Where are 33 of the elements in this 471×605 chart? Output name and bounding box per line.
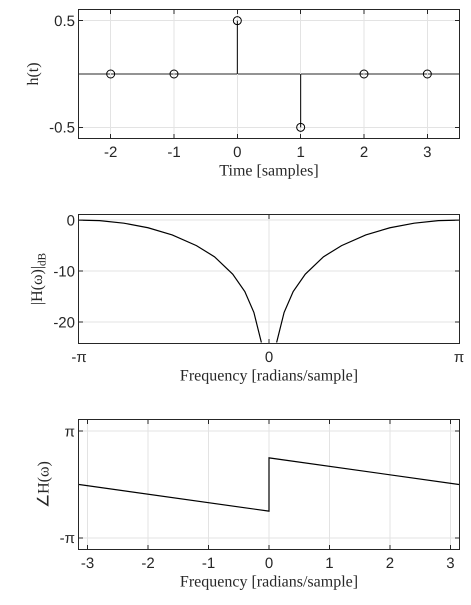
x-tick-label: 2 bbox=[386, 555, 394, 572]
x-tick-label: 0 bbox=[233, 144, 242, 161]
x-tick-label: 0 bbox=[264, 555, 274, 572]
y-tick-label: -10 bbox=[53, 263, 75, 280]
y-tick-label: 0 bbox=[66, 212, 75, 230]
point bbox=[232, 16, 242, 26]
point bbox=[422, 70, 432, 78]
x-axis-title: Frequency [radians/sample] bbox=[180, 574, 358, 591]
y-tick-label: -π bbox=[60, 530, 75, 548]
x-tick-label: 2 bbox=[360, 144, 368, 161]
x-tick-label: 1 bbox=[325, 555, 334, 572]
y-tick-label: -0.5 bbox=[49, 120, 75, 137]
x-tick-label: -2 bbox=[104, 144, 118, 161]
x-tick-label: -1 bbox=[202, 555, 216, 572]
point bbox=[296, 122, 306, 132]
y-axis-title: ∠H(ω) bbox=[36, 461, 53, 508]
x-tick-label: -3 bbox=[80, 555, 94, 572]
y-tick-label: π bbox=[64, 423, 75, 440]
x-tick-label: -1 bbox=[167, 144, 181, 161]
point bbox=[360, 70, 368, 78]
x-axis-title: Time [samples] bbox=[219, 162, 319, 180]
y-axis-title: h(t) bbox=[25, 62, 42, 86]
point bbox=[170, 70, 178, 78]
x-axis-title: Frequency [radians/sample] bbox=[180, 368, 358, 385]
x-tick-label: 3 bbox=[423, 144, 432, 161]
x-tick-label: -2 bbox=[141, 555, 155, 572]
x-tick-label: 3 bbox=[446, 555, 455, 572]
x-tick-label: 0 bbox=[264, 349, 274, 366]
y-tick-label: -20 bbox=[53, 314, 75, 332]
x-tick-label: π bbox=[454, 349, 464, 366]
point bbox=[106, 70, 116, 78]
y-tick-label: 0.5 bbox=[54, 12, 75, 30]
x-tick-label: 1 bbox=[296, 144, 305, 161]
